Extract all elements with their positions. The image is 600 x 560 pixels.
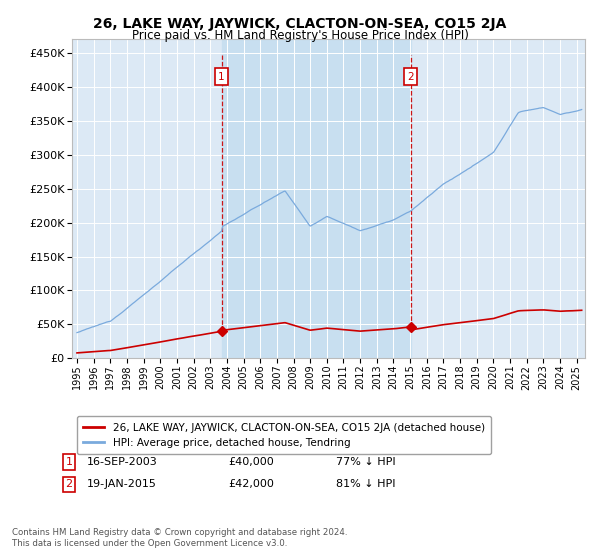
Text: Price paid vs. HM Land Registry's House Price Index (HPI): Price paid vs. HM Land Registry's House … — [131, 29, 469, 42]
Text: 26, LAKE WAY, JAYWICK, CLACTON-ON-SEA, CO15 2JA: 26, LAKE WAY, JAYWICK, CLACTON-ON-SEA, C… — [94, 17, 506, 31]
Text: £40,000: £40,000 — [228, 457, 274, 467]
Text: 1: 1 — [218, 72, 225, 82]
Bar — [222, 39, 411, 358]
Text: 19-JAN-2015: 19-JAN-2015 — [87, 479, 157, 489]
Text: Contains HM Land Registry data © Crown copyright and database right 2024.
This d: Contains HM Land Registry data © Crown c… — [12, 528, 347, 548]
Text: 1: 1 — [65, 457, 73, 467]
Text: 2: 2 — [65, 479, 73, 489]
Text: 16-SEP-2003: 16-SEP-2003 — [87, 457, 158, 467]
Text: 2: 2 — [407, 72, 414, 82]
Legend: 26, LAKE WAY, JAYWICK, CLACTON-ON-SEA, CO15 2JA (detached house), HPI: Average p: 26, LAKE WAY, JAYWICK, CLACTON-ON-SEA, C… — [77, 416, 491, 454]
Text: 77% ↓ HPI: 77% ↓ HPI — [336, 457, 395, 467]
Text: 81% ↓ HPI: 81% ↓ HPI — [336, 479, 395, 489]
Text: £42,000: £42,000 — [228, 479, 274, 489]
